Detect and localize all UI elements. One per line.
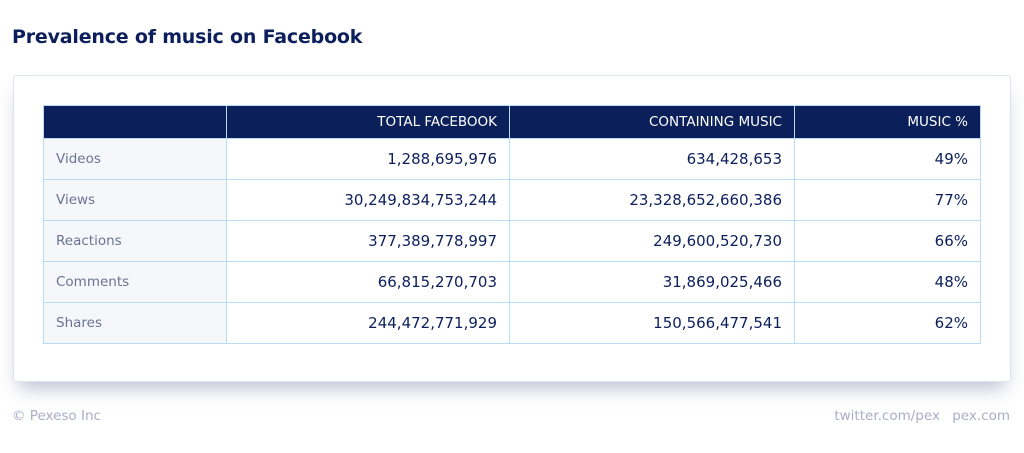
- total-facebook-cell: 244,472,771,929: [226, 302, 510, 344]
- twitter-link[interactable]: twitter.com/pex: [834, 408, 940, 424]
- row-label: Comments: [43, 261, 227, 303]
- music-percent-cell: 48%: [794, 261, 981, 303]
- row-label: Videos: [43, 138, 227, 180]
- containing-music-cell: 249,600,520,730: [509, 220, 795, 262]
- containing-music-cell: 634,428,653: [509, 138, 795, 180]
- total-facebook-cell: 30,249,834,753,244: [226, 179, 510, 221]
- copyright: © Pexeso Inc: [12, 408, 101, 424]
- header-containing-music: CONTAINING MUSIC: [509, 105, 795, 139]
- page-title: Prevalence of music on Facebook: [12, 26, 363, 48]
- total-facebook-cell: 66,815,270,703: [226, 261, 510, 303]
- table-row: Views 30,249,834,753,244 23,328,652,660,38…: [43, 179, 981, 221]
- footer-links: twitter.com/pex pex.com: [834, 408, 1010, 424]
- site-link[interactable]: pex.com: [952, 408, 1010, 424]
- music-prevalence-table: TOTAL FACEBOOK CONTAINING MUSIC MUSIC % …: [43, 105, 981, 344]
- total-facebook-cell: 377,389,778,997: [226, 220, 510, 262]
- music-percent-cell: 66%: [794, 220, 981, 262]
- table-row: Reactions 377,389,778,997 249,600,520,730 6…: [43, 220, 981, 262]
- containing-music-cell: 23,328,652,660,386: [509, 179, 795, 221]
- music-percent-cell: 77%: [794, 179, 981, 221]
- music-percent-cell: 62%: [794, 302, 981, 344]
- total-facebook-cell: 1,288,695,976: [226, 138, 510, 180]
- row-label: Reactions: [43, 220, 227, 262]
- containing-music-cell: 150,566,477,541: [509, 302, 795, 344]
- table-header-row: TOTAL FACEBOOK CONTAINING MUSIC MUSIC %: [43, 105, 981, 139]
- table-row: Shares 244,472,771,929 150,566,477,541 62%: [43, 302, 981, 344]
- header-total-facebook: TOTAL FACEBOOK: [226, 105, 510, 139]
- music-percent-cell: 49%: [794, 138, 981, 180]
- containing-music-cell: 31,869,025,466: [509, 261, 795, 303]
- header-music-percent: MUSIC %: [794, 105, 981, 139]
- table-row: Comments 66,815,270,703 31,869,025,466 48%: [43, 261, 981, 303]
- row-label: Views: [43, 179, 227, 221]
- table-row: Videos 1,288,695,976 634,428,653 49%: [43, 138, 981, 180]
- header-empty: [43, 105, 227, 139]
- row-label: Shares: [43, 302, 227, 344]
